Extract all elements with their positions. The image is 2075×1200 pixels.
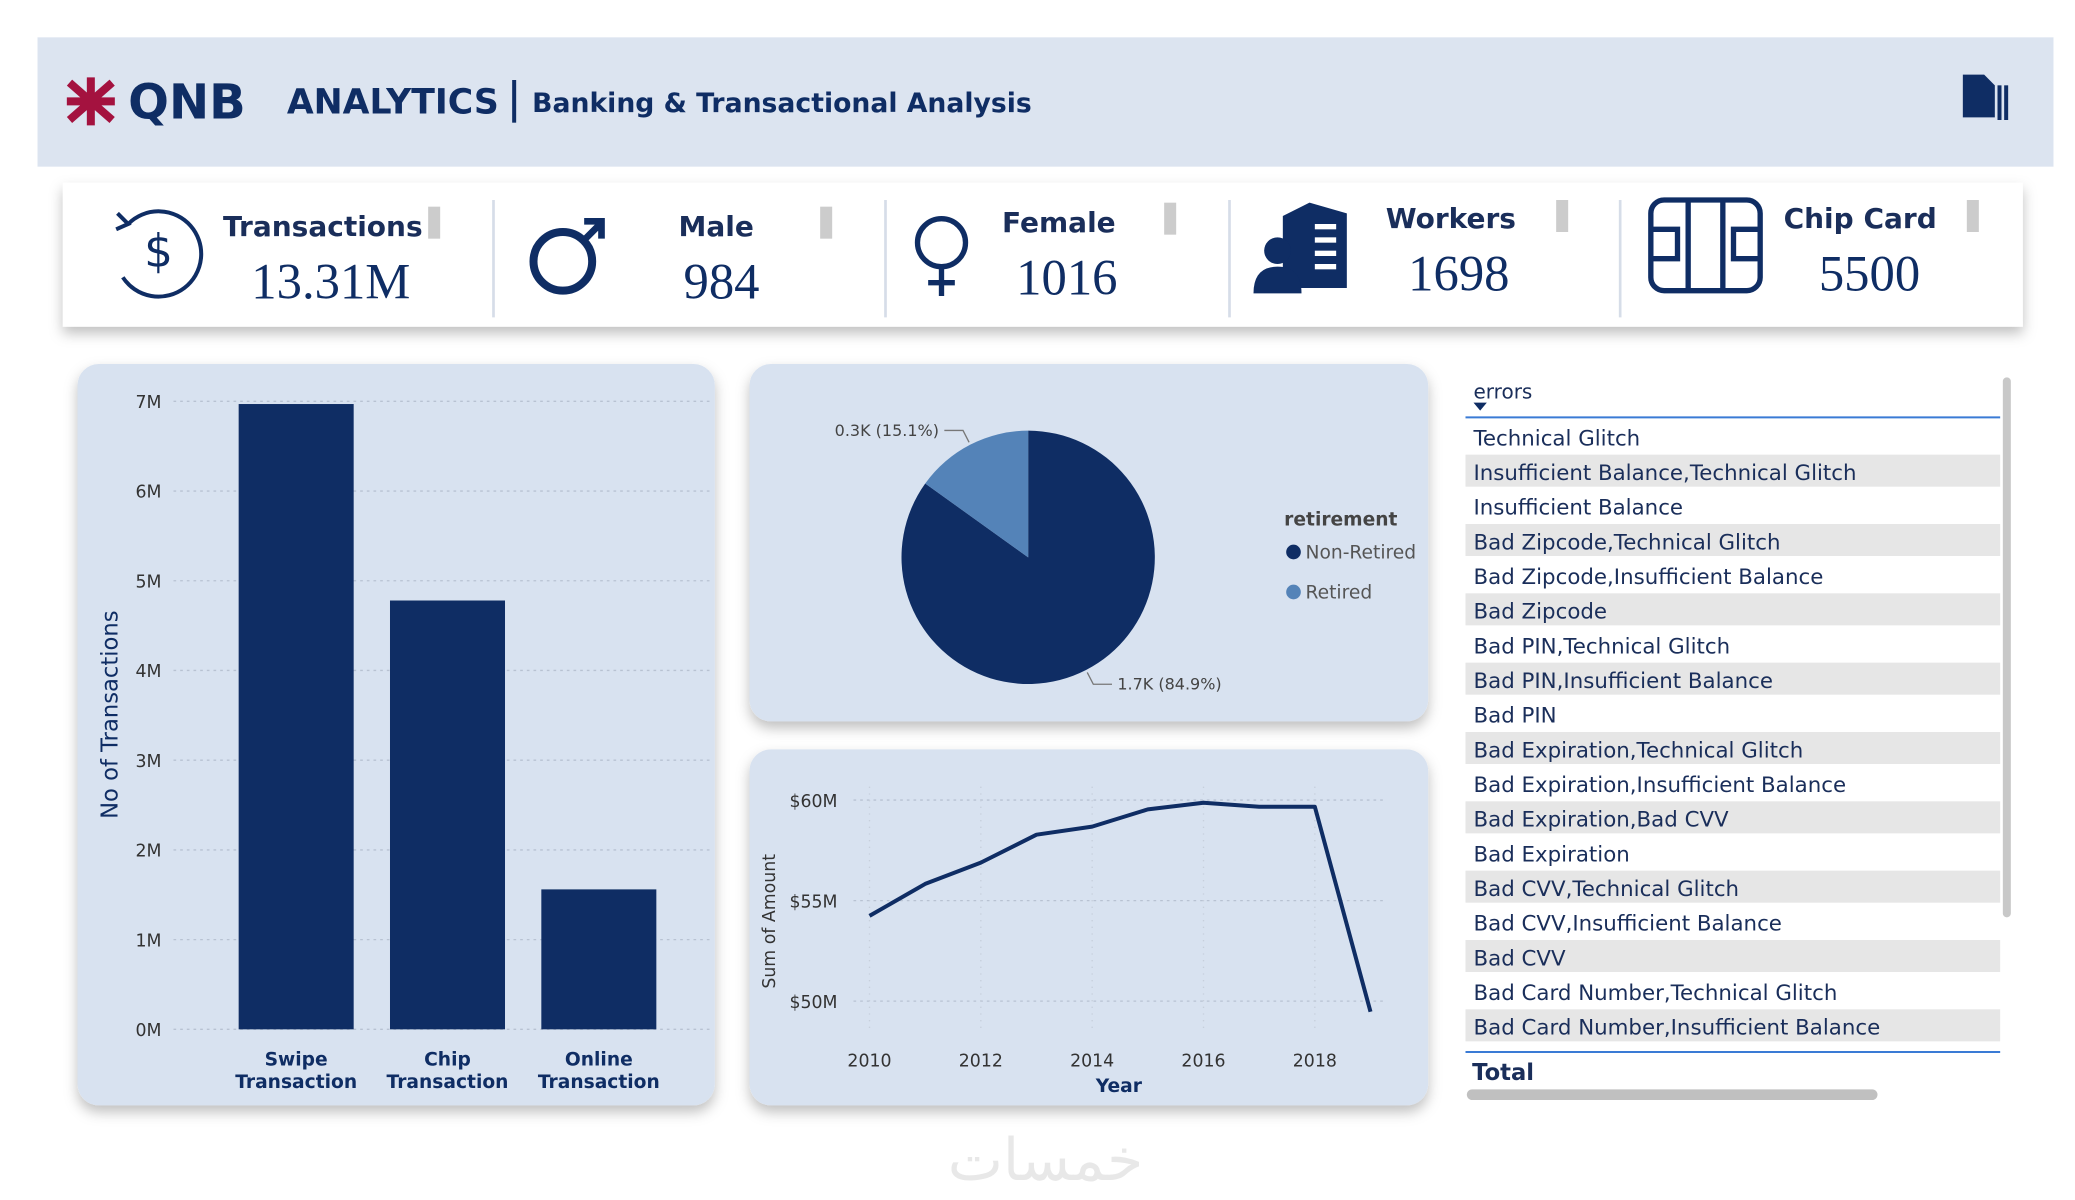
- y-tick-label: 7M: [136, 393, 162, 413]
- table-row: Bad PIN,Insufficient Balance: [1474, 669, 1773, 694]
- table-row: Bad Expiration,Bad CVV: [1474, 808, 1730, 833]
- logo-text: QNB: [128, 75, 246, 131]
- row-stripe: [1465, 801, 2001, 834]
- data-label: 1.7K (84.9%): [1117, 675, 1221, 694]
- header-title: ANALYTICS: [287, 82, 499, 122]
- row-stripe: [1465, 524, 2001, 556]
- x-tick-label: 2016: [1181, 1052, 1225, 1072]
- y-tick-label: 5M: [136, 572, 162, 592]
- logo-icon: [66, 77, 115, 126]
- table-row: Bad CVV: [1474, 946, 1567, 971]
- x-tick-label: 2018: [1293, 1052, 1337, 1072]
- header-divider: [512, 80, 517, 123]
- y-tick-label: 2M: [136, 842, 162, 862]
- legend-label: Non-Retired: [1306, 543, 1417, 564]
- x-tick-label: Chip Transaction: [387, 1049, 509, 1093]
- header-subtitle: Banking & Transactional Analysis: [532, 88, 1032, 119]
- kpi-separators: [492, 200, 1622, 318]
- y-tick-label: $50M: [789, 993, 837, 1013]
- table-row: Bad PIN,Technical Glitch: [1474, 634, 1731, 659]
- legend-title: retirement: [1284, 509, 1397, 530]
- kpi-value: 5500: [1819, 246, 1920, 302]
- kpi-icons: $: [115, 197, 1763, 299]
- header-band: [37, 37, 2054, 167]
- table-row: Bad Zipcode: [1474, 600, 1608, 625]
- kpi-label: Workers: [1386, 202, 1516, 235]
- workers-icon: [1253, 202, 1347, 294]
- row-stripe: [1465, 454, 2001, 487]
- leader-line: [1086, 672, 1113, 685]
- table-header: errors: [1474, 380, 1533, 404]
- x-tick-label: 2014: [1070, 1052, 1114, 1072]
- kpi-value: 1698: [1408, 246, 1509, 302]
- kpi-value: 1016: [1016, 250, 1117, 306]
- sort-arrow[interactable]: [1473, 402, 1487, 411]
- leader-line: [944, 429, 970, 443]
- legend-marker: [1286, 544, 1301, 560]
- table-row: Insufficient Balance: [1474, 496, 1684, 521]
- svg-text:$: $: [144, 225, 173, 278]
- pie-slice: [925, 430, 1029, 558]
- table-row: Technical Glitch: [1473, 426, 1641, 451]
- y-tick-label: $55M: [789, 892, 837, 912]
- table-row: Bad Zipcode,Technical Glitch: [1474, 530, 1781, 555]
- legend-label: Retired: [1306, 583, 1373, 604]
- kpi-label: Chip Card: [1784, 202, 1937, 235]
- table-row: Bad Card Number,Technical Glitch: [1474, 981, 1838, 1006]
- kpi-label: Male: [678, 210, 753, 243]
- data-label: 0.3K (15.1%): [835, 421, 939, 440]
- table-row: Bad Expiration,Technical Glitch: [1474, 738, 1804, 763]
- x-tick-label: 2012: [959, 1052, 1003, 1072]
- row-stripe: [1465, 870, 2001, 903]
- row-stripe: [1465, 1009, 2001, 1042]
- kpi-value: 984: [684, 254, 760, 310]
- vertical-scrollbar[interactable]: [2002, 377, 2011, 918]
- kpi-markers: [428, 200, 1979, 239]
- table-row: Bad CVV,Technical Glitch: [1474, 877, 1740, 902]
- kpi-value: 13.31M: [251, 254, 410, 310]
- table-row: Bad Zipcode,Insufficient Balance: [1474, 565, 1824, 590]
- table-row: Bad CVV,Insufficient Balance: [1474, 912, 1782, 937]
- line-panel: [749, 749, 1429, 1106]
- table-total: Total: [1472, 1060, 1534, 1086]
- table-row: Bad Expiration,Insufficient Balance: [1474, 773, 1847, 798]
- table-row: Bad Card Number,Insufficient Balance: [1474, 1016, 1881, 1041]
- table-row: Bad Expiration: [1474, 842, 1630, 867]
- table-row: Bad PIN: [1474, 704, 1557, 729]
- line-series: [868, 800, 1373, 1013]
- y-tick-label: 3M: [136, 752, 162, 772]
- horizontal-scrollbar[interactable]: [1466, 1089, 1878, 1100]
- row-stripe: [1465, 593, 2001, 626]
- watermark: خمسات: [948, 1126, 1144, 1194]
- y-tick-label: 1M: [136, 931, 162, 951]
- y-tick-label: 6M: [136, 483, 162, 503]
- x-tick-label: Online Transaction: [538, 1049, 660, 1093]
- row-stripe: [1465, 732, 2001, 764]
- x-axis-label: Year: [1095, 1076, 1143, 1097]
- row-stripe: [1465, 662, 2001, 695]
- bar: [389, 600, 506, 1030]
- y-axis-label: Sum of Amount: [760, 854, 780, 989]
- y-tick-label: 0M: [136, 1021, 162, 1041]
- legend-marker: [1286, 584, 1301, 600]
- pie-slice: [901, 430, 1155, 684]
- table-row: Insufficient Balance,Technical Glitch: [1474, 461, 1857, 486]
- x-tick-label: 2010: [847, 1052, 891, 1072]
- export-icon[interactable]: [1962, 74, 2009, 120]
- y-tick-label: $60M: [789, 792, 837, 812]
- x-tick-label: Swipe Transaction: [235, 1049, 357, 1093]
- bar: [238, 404, 354, 1030]
- y-tick-label: 4M: [136, 662, 162, 682]
- bar: [541, 889, 657, 1030]
- y-axis-label: No of Transactions: [98, 610, 124, 818]
- kpi-label: Transactions: [223, 210, 423, 243]
- kpi-card: [62, 182, 2023, 327]
- kpi-label: Female: [1002, 206, 1116, 239]
- row-stripe: [1465, 940, 2001, 972]
